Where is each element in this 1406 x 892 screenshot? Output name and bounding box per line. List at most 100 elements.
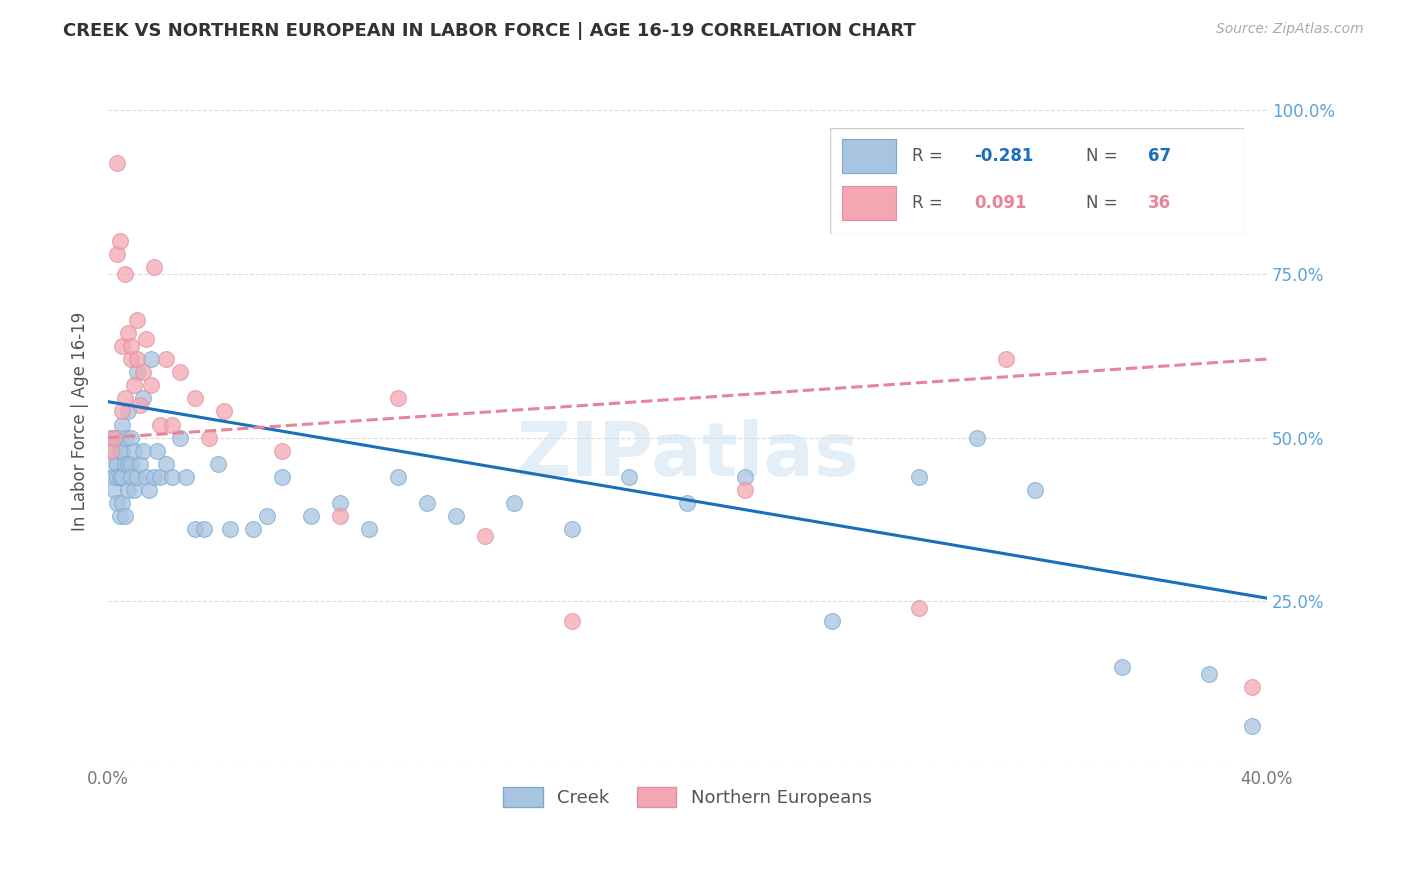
Point (169, 365, 191, 379)
Point (105, 155, 128, 169)
Point (111, 443, 134, 458)
Point (114, 509, 136, 524)
Point (160, 470, 183, 484)
Point (108, 443, 131, 458)
Point (132, 443, 155, 458)
Point (132, 365, 155, 379)
Point (415, 496, 437, 510)
Point (111, 470, 134, 484)
Point (198, 431, 221, 445)
Point (155, 352, 177, 367)
Point (114, 457, 136, 471)
Point (619, 470, 641, 484)
Point (1241, 719, 1264, 733)
Point (125, 352, 148, 367)
Point (1198, 666, 1220, 681)
Point (132, 392, 155, 406)
Bar (842, 186, 896, 220)
Point (103, 470, 125, 484)
Point (270, 470, 292, 484)
Point (103, 443, 125, 458)
Text: ZIPatlas: ZIPatlas (516, 419, 859, 492)
Point (143, 260, 166, 275)
Point (218, 522, 240, 536)
Point (1241, 680, 1264, 694)
Point (108, 509, 131, 524)
Point (103, 431, 125, 445)
Text: N =: N = (1087, 194, 1123, 212)
Y-axis label: In Labor Force | Age 16-19: In Labor Force | Age 16-19 (72, 311, 89, 531)
Point (111, 404, 134, 418)
Point (120, 352, 142, 367)
Point (120, 431, 142, 445)
Point (135, 333, 157, 347)
Point (125, 365, 148, 379)
Point (734, 483, 756, 497)
Point (329, 509, 352, 524)
Legend: Creek, Northern Europeans: Creek, Northern Europeans (496, 780, 879, 814)
Point (120, 457, 142, 471)
Point (149, 417, 172, 432)
Text: CREEK VS NORTHERN EUROPEAN IN LABOR FORCE | AGE 16-19 CORRELATION CHART: CREEK VS NORTHERN EUROPEAN IN LABOR FORC… (63, 22, 917, 40)
Point (184, 522, 207, 536)
Point (117, 457, 139, 471)
Point (128, 457, 150, 471)
Point (135, 470, 157, 484)
Point (995, 352, 1018, 367)
Point (105, 247, 128, 261)
Point (111, 339, 134, 353)
Point (908, 601, 931, 615)
Point (160, 417, 183, 432)
Point (1111, 660, 1133, 674)
Text: 67: 67 (1149, 147, 1171, 165)
Point (821, 614, 844, 628)
Point (193, 522, 215, 536)
Point (111, 417, 134, 432)
Point (122, 378, 145, 392)
Point (242, 522, 264, 536)
Point (357, 522, 380, 536)
Point (329, 496, 352, 510)
Point (105, 457, 128, 471)
Point (114, 392, 136, 406)
Point (108, 234, 131, 248)
Point (105, 470, 128, 484)
Point (117, 483, 139, 497)
Point (212, 404, 235, 418)
Point (141, 378, 163, 392)
Point (108, 470, 131, 484)
Point (125, 313, 148, 327)
Point (184, 392, 207, 406)
Point (908, 470, 931, 484)
Point (174, 470, 197, 484)
Text: 36: 36 (1149, 194, 1171, 212)
Point (387, 392, 409, 406)
Point (111, 496, 134, 510)
Point (474, 529, 496, 543)
Point (100, 443, 122, 458)
Point (207, 457, 229, 471)
Point (561, 522, 583, 536)
Point (105, 496, 128, 510)
Point (114, 267, 136, 281)
Point (114, 431, 136, 445)
Point (122, 443, 145, 458)
Point (146, 443, 169, 458)
Point (169, 431, 191, 445)
Point (444, 509, 467, 524)
Point (387, 470, 409, 484)
Point (128, 398, 150, 412)
Text: R =: R = (912, 194, 949, 212)
Point (270, 443, 292, 458)
Point (122, 483, 145, 497)
Point (100, 457, 122, 471)
Point (734, 470, 756, 484)
Point (561, 614, 583, 628)
Text: N =: N = (1087, 147, 1123, 165)
Point (256, 509, 278, 524)
Point (117, 326, 139, 340)
Text: -0.281: -0.281 (974, 147, 1033, 165)
Point (143, 470, 166, 484)
Point (100, 431, 122, 445)
Point (103, 483, 125, 497)
